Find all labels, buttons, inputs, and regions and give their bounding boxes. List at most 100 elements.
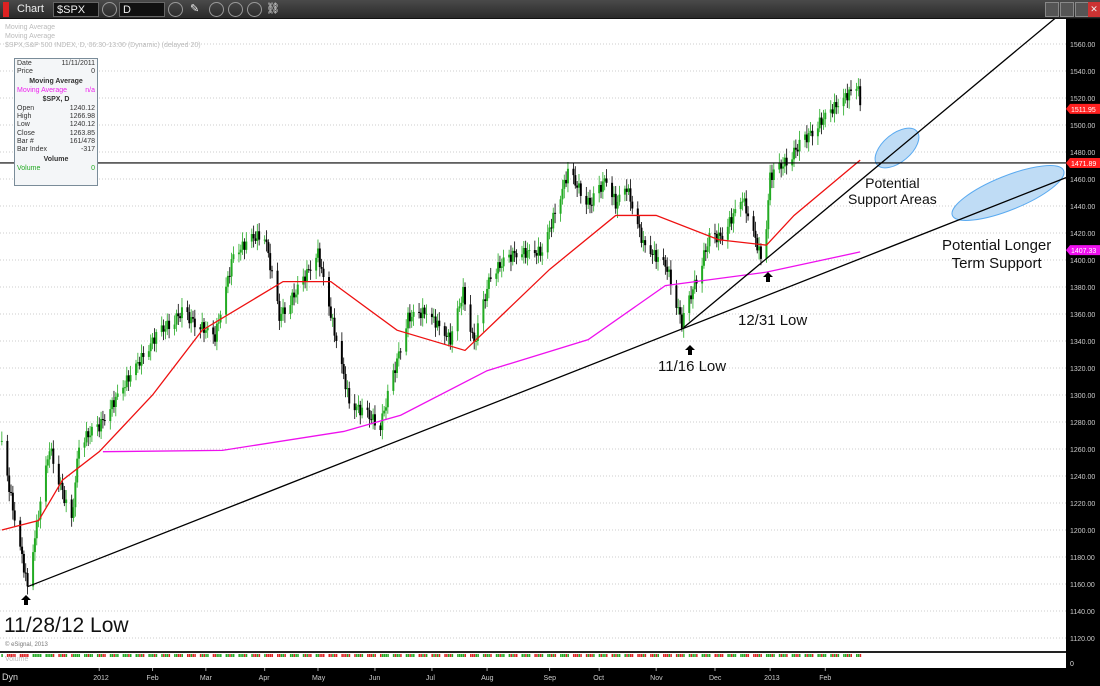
candle-body [449, 332, 452, 345]
candle-body [46, 459, 49, 466]
candle-body [254, 238, 257, 241]
toolbar: Chart $SPX D ✎ ⛓ ✕ [0, 0, 1100, 19]
volume-bar [89, 654, 92, 657]
volume-bar [36, 654, 38, 657]
x-tick-label: Jul [426, 675, 435, 682]
candle-body [576, 185, 579, 188]
play-icon[interactable] [228, 2, 243, 17]
candle-body [822, 119, 825, 125]
candle-body [781, 166, 784, 169]
volume-bar [78, 654, 81, 657]
candle-body [160, 325, 163, 333]
alert-icon[interactable] [247, 2, 262, 17]
volume-axis-label: 0 [1070, 661, 1074, 668]
close-button[interactable]: ✕ [1088, 2, 1100, 17]
candle-body [651, 253, 654, 255]
candle-body [149, 343, 152, 352]
candle-body [618, 194, 621, 202]
volume-bar [541, 654, 544, 657]
volume-bar [743, 654, 746, 657]
volume-bar [383, 654, 386, 657]
minimize-button[interactable] [1060, 2, 1074, 17]
candle-body [835, 102, 838, 108]
volume-bar [799, 654, 801, 657]
candle-body [348, 388, 351, 404]
y-tick-label: 1320.00 [1070, 366, 1095, 373]
candle-body [456, 308, 459, 332]
refresh-icon[interactable] [209, 2, 224, 17]
volume-bar [778, 654, 781, 657]
candle-body [370, 419, 373, 421]
volume-bar [96, 654, 99, 657]
candle-body [682, 313, 685, 329]
volume-bar [451, 654, 454, 657]
volume-bar [438, 654, 441, 657]
volume-bar [830, 654, 832, 657]
volume-bar [150, 654, 152, 657]
link-icon[interactable]: ⛓ [266, 3, 280, 15]
candle-body [203, 322, 206, 333]
candle-body [256, 231, 259, 241]
volume-bar [664, 654, 667, 657]
volume-bar [742, 654, 744, 657]
dw-label: Moving Average [17, 86, 68, 94]
candle-body [554, 212, 557, 214]
candle-body [798, 139, 801, 152]
candle-body [355, 406, 358, 411]
candle-body [541, 252, 544, 256]
candle-body [252, 234, 255, 239]
candle-body [419, 312, 422, 319]
candle-body [642, 240, 645, 243]
settings-icon[interactable] [102, 2, 117, 17]
candle-body [666, 266, 669, 272]
candle-body [473, 332, 476, 342]
volume-bar [115, 654, 117, 657]
candle-body [328, 277, 331, 307]
candle-body [464, 287, 467, 305]
volume-bar [675, 654, 678, 657]
dyn-button[interactable]: Dyn [2, 672, 19, 682]
candle-body [739, 202, 742, 210]
candle-body [640, 227, 643, 243]
dw-volume: 0 [91, 164, 95, 172]
candle-body [691, 289, 694, 300]
candle-body [434, 316, 437, 328]
candle-body [379, 425, 382, 431]
dw-label: Bar Index [17, 146, 47, 154]
volume-bar [471, 654, 474, 657]
candle-body [741, 201, 744, 203]
volume-bar [356, 654, 358, 657]
volume-bar [34, 654, 36, 657]
candle-body [11, 492, 14, 511]
volume-bar [705, 654, 707, 657]
volume-bar [179, 654, 182, 657]
volume-bar [714, 654, 716, 657]
candle-body [498, 262, 501, 268]
symbol-input[interactable]: $SPX [53, 2, 99, 17]
candle-body [394, 370, 397, 373]
candle-body [177, 313, 180, 317]
volume-bar [396, 654, 399, 657]
candle-body [612, 193, 615, 198]
price-tag-label: 1407.33 [1071, 248, 1096, 255]
interval-select[interactable]: D [119, 2, 165, 17]
volume-bar [129, 654, 132, 657]
candle-body [805, 134, 808, 143]
candle-body [168, 320, 171, 329]
candle-body [546, 232, 549, 253]
y-tick-label: 1180.00 [1070, 555, 1095, 562]
pencil-icon[interactable]: ✎ [190, 3, 200, 15]
candle-body [166, 320, 169, 330]
candle-body [26, 573, 29, 587]
volume-bar [291, 654, 294, 657]
volume-bar [174, 654, 176, 657]
clock-icon[interactable] [168, 2, 183, 17]
restore-button[interactable] [1045, 2, 1059, 17]
maximize-button[interactable] [1075, 2, 1089, 17]
volume-bar [216, 654, 218, 657]
volume-bar [84, 654, 86, 657]
legend-ma2: Moving Average [5, 33, 56, 40]
candle-body [39, 501, 42, 520]
candle-body [550, 227, 553, 229]
